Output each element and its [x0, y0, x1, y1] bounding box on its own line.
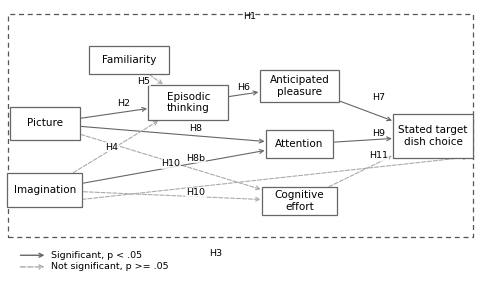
Bar	[8, 14, 472, 237]
Text: H11: H11	[369, 151, 388, 160]
Text: Familiarity: Familiarity	[102, 55, 156, 65]
Text: H10: H10	[162, 159, 180, 168]
FancyBboxPatch shape	[10, 107, 80, 140]
FancyBboxPatch shape	[89, 46, 168, 74]
FancyBboxPatch shape	[262, 187, 337, 215]
Text: H1: H1	[244, 12, 256, 21]
FancyBboxPatch shape	[260, 70, 339, 102]
Text: Cognitive
effort: Cognitive effort	[274, 190, 324, 212]
Text: Attention: Attention	[276, 139, 324, 149]
FancyBboxPatch shape	[148, 85, 228, 120]
FancyBboxPatch shape	[266, 130, 333, 158]
Text: H9: H9	[372, 129, 385, 138]
Text: Not significant, p >= .05: Not significant, p >= .05	[51, 262, 169, 271]
FancyBboxPatch shape	[8, 173, 82, 207]
Text: Significant, p < .05: Significant, p < .05	[51, 251, 142, 260]
Text: H2: H2	[118, 99, 130, 108]
Text: Picture: Picture	[27, 119, 63, 128]
Text: H3: H3	[209, 248, 222, 258]
Text: Stated target
dish choice: Stated target dish choice	[398, 125, 468, 147]
Text: Episodic
thinking: Episodic thinking	[166, 92, 210, 113]
Text: H7: H7	[372, 93, 385, 102]
Text: H4: H4	[105, 143, 118, 152]
Text: H6: H6	[238, 83, 250, 93]
Text: H5: H5	[137, 76, 150, 85]
FancyBboxPatch shape	[393, 114, 472, 158]
Text: H10: H10	[186, 188, 205, 197]
Text: Imagination: Imagination	[14, 185, 76, 195]
Text: H8: H8	[189, 124, 202, 133]
Text: Anticipated
pleasure: Anticipated pleasure	[270, 75, 330, 97]
Text: H8b: H8b	[186, 154, 205, 163]
